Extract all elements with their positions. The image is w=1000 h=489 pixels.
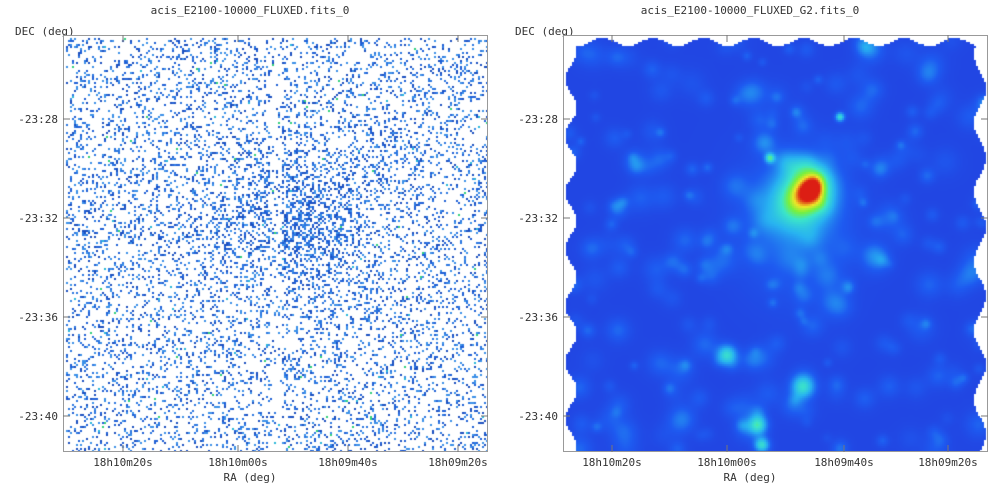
right-xtick-label: 18h10m00s <box>697 456 757 469</box>
left-ra-axis-label: RA (deg) <box>223 471 277 484</box>
left-xtick-label: 18h10m20s <box>93 456 153 469</box>
left-ytick-label: -23:32 <box>18 212 58 225</box>
left-xtick-label: 18h10m00s <box>208 456 268 469</box>
right-xtick-label: 18h09m20s <box>918 456 978 469</box>
left-xtick-label: 18h09m40s <box>318 456 378 469</box>
right-ra-axis-label: RA (deg) <box>723 471 777 484</box>
right-ytick-label: -23:32 <box>518 212 558 225</box>
right-image-panel: acis_E2100-10000_FLUXED_G2.fits_0 DEC (d… <box>500 0 1000 489</box>
left-ytick-label: -23:28 <box>18 113 58 126</box>
left-image-canvas[interactable] <box>64 36 487 451</box>
right-panel-title: acis_E2100-10000_FLUXED_G2.fits_0 <box>640 4 860 17</box>
right-image-frame[interactable] <box>563 35 988 452</box>
left-panel-title: acis_E2100-10000_FLUXED.fits_0 <box>150 4 350 17</box>
right-xtick-label: 18h10m20s <box>582 456 642 469</box>
left-image-frame[interactable] <box>63 35 488 452</box>
left-ytick-label: -23:36 <box>18 311 58 324</box>
right-image-canvas[interactable] <box>564 36 987 451</box>
left-xtick-label: 18h09m20s <box>428 456 488 469</box>
right-ytick-label: -23:36 <box>518 311 558 324</box>
left-dec-axis-label: DEC (deg) <box>15 25 75 38</box>
left-ytick-label: -23:40 <box>18 410 58 423</box>
right-xtick-label: 18h09m40s <box>814 456 874 469</box>
right-ytick-label: -23:40 <box>518 410 558 423</box>
right-dec-axis-label: DEC (deg) <box>515 25 575 38</box>
left-image-panel: acis_E2100-10000_FLUXED.fits_0 DEC (deg)… <box>15 4 488 484</box>
right-ytick-label: -23:28 <box>518 113 558 126</box>
